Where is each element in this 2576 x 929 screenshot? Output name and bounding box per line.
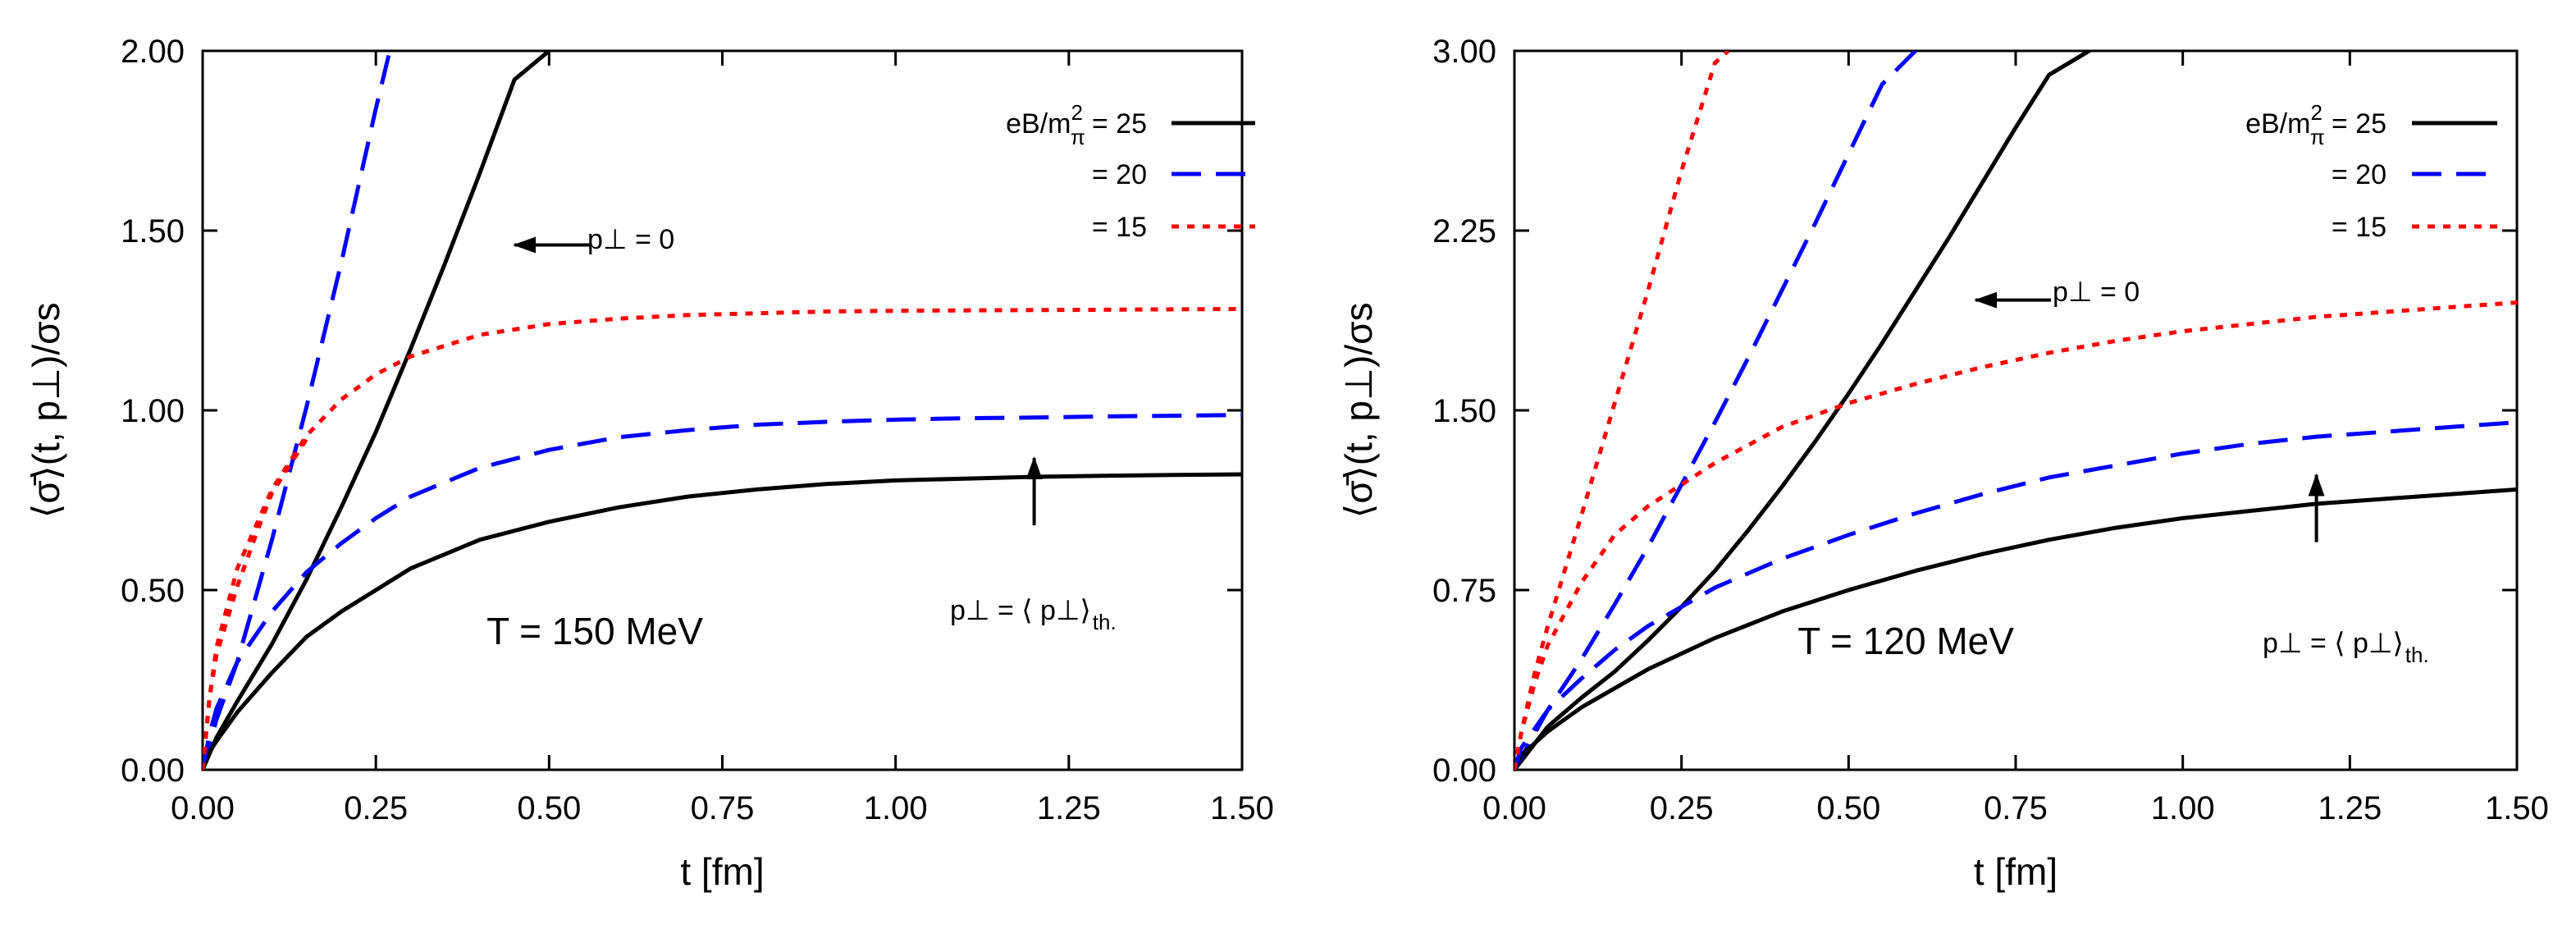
- y-tick-label: 0.00: [121, 753, 185, 789]
- y-axis-title: ⟨σ̄⟩(t, p⊥)/σs: [25, 302, 67, 518]
- legend: eB/m2 π = 25 = 20 = 15: [2245, 100, 2497, 243]
- series-line-dashed-3: [203, 413, 1242, 770]
- legend-entry-label: = 20: [2332, 159, 2386, 190]
- x-tick-label: 1.25: [1037, 790, 1101, 826]
- legend-entry-25: eB/m2 π = 25: [1006, 100, 1147, 149]
- x-tick-label: 1.25: [2318, 790, 2382, 826]
- y-tick-label: 2.00: [121, 34, 185, 70]
- series-line-dashed-1: [1514, 51, 1917, 770]
- pth-annotation-sub: th.: [2405, 643, 2429, 667]
- x-axis-title: t [fm]: [1974, 850, 2058, 893]
- x-tick-label: 1.00: [864, 790, 928, 826]
- x-tick-label: 0.75: [691, 790, 755, 826]
- legend-title-text: eB/m: [1006, 108, 1071, 140]
- x-tick-label: 0.50: [517, 790, 581, 826]
- y-axis-title: ⟨σ̄⟩(t, p⊥)/σs: [1337, 302, 1380, 518]
- y-tick-label: 0.00: [1432, 753, 1496, 789]
- legend-title-text: eB/m: [2245, 108, 2310, 140]
- y-tick-label: 0.75: [1432, 573, 1496, 609]
- pth-annotation-main: p⊥ = ⟨ p⊥⟩: [950, 595, 1091, 626]
- temperature-label: T = 150 MeV: [486, 610, 703, 652]
- series-line-solid-0: [1514, 51, 2092, 770]
- x-tick-label: 1.00: [2151, 790, 2215, 826]
- legend-title-sub: π: [2310, 125, 2325, 149]
- x-tick-label: 0.25: [1650, 790, 1714, 826]
- legend-entry-label: = 15: [2332, 212, 2386, 243]
- x-tick-label: 0.50: [1816, 790, 1880, 826]
- legend-entry-25: eB/m2 π = 25: [2245, 100, 2386, 149]
- pth-annotation: p⊥ = ⟨ p⊥⟩th.: [950, 595, 1117, 634]
- legend-title-sup: 2: [2310, 100, 2322, 125]
- p0-annotation: p⊥ = 0: [2053, 277, 2140, 308]
- series-line-dotted-2: [1514, 51, 1730, 770]
- legend-entry-label: = 15: [1092, 212, 1147, 243]
- legend-title-sub: π: [1071, 125, 1085, 149]
- legend: eB/m2 π = 25 = 20 = 15: [1006, 100, 1255, 243]
- p0-annotation: p⊥ = 0: [587, 224, 674, 255]
- series-line-dotted-5: [1514, 300, 2517, 770]
- y-tick-label: 1.50: [121, 213, 185, 249]
- x-tick-label: 0.25: [344, 790, 408, 826]
- chart-panel-left: 0.00 0.25 0.50 0.75 1.00 1.25 1.50 0.00 0.50 1.00…: [25, 34, 1274, 893]
- legend-entry-label: = 20: [1092, 159, 1147, 190]
- x-tick-label: 0.00: [1482, 790, 1546, 826]
- series-line-dashed-1: [203, 51, 392, 770]
- x-tick-label: 1.50: [1210, 790, 1274, 826]
- series-line-dotted-5: [203, 307, 1242, 770]
- y-tick-label: 0.50: [121, 573, 185, 609]
- pth-annotation: p⊥ = ⟨ p⊥⟩th.: [2263, 628, 2429, 667]
- series-line-solid-2: [203, 472, 1242, 770]
- x-tick-label: 0.00: [171, 790, 235, 826]
- pth-annotation-main: p⊥ = ⟨ p⊥⟩: [2263, 628, 2404, 659]
- y-tick-label: 2.25: [1432, 213, 1496, 249]
- x-tick-label: 1.50: [2485, 790, 2549, 826]
- y-tick-label: 1.00: [121, 393, 185, 429]
- y-tick-label: 3.00: [1432, 34, 1496, 70]
- x-axis-title: t [fm]: [680, 850, 764, 893]
- legend-title-sup: 2: [1071, 100, 1082, 125]
- legend-entry-label: = 25: [2332, 108, 2386, 140]
- series-line-solid-0: [203, 51, 551, 770]
- series-line-dashed-4: [1514, 420, 2517, 770]
- pth-annotation-sub: th.: [1093, 610, 1117, 634]
- series-group: [1514, 51, 2517, 770]
- y-tick-label: 1.50: [1432, 393, 1496, 429]
- plot-frame: [201, 49, 1244, 771]
- legend-entry-label: = 25: [1092, 108, 1147, 140]
- series-group: [203, 51, 1242, 770]
- temperature-label: T = 120 MeV: [1797, 620, 2014, 662]
- x-tick-label: 0.75: [1984, 790, 2048, 826]
- chart-panel-right: 0.00 0.25 0.50 0.75 1.00 1.25 1.50 0.00 0.75 1.50…: [1337, 34, 2549, 893]
